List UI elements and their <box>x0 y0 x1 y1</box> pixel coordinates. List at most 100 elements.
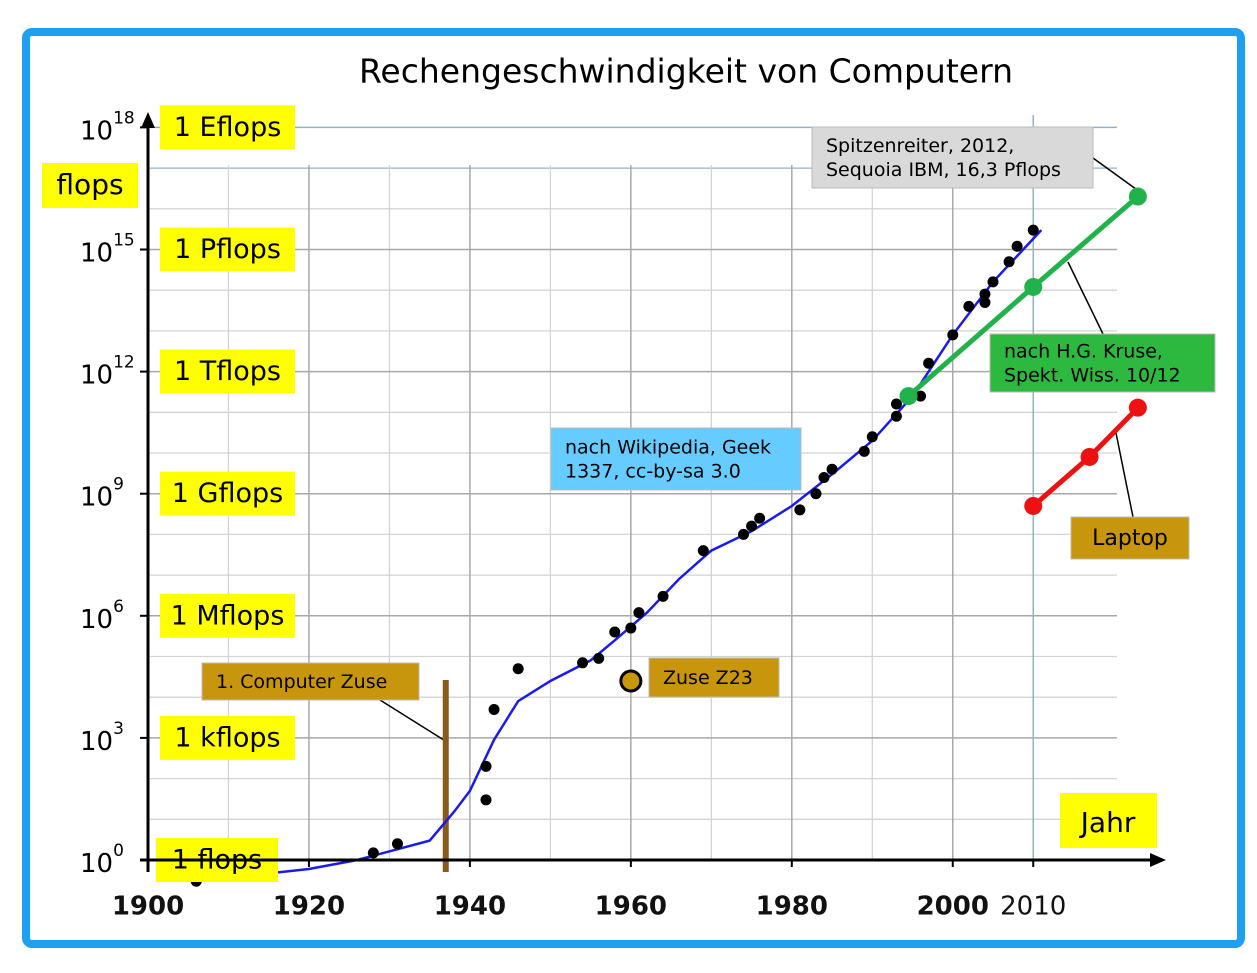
point <box>915 390 927 402</box>
y-tick-exponent: 18 <box>113 108 135 128</box>
y-tick-base: 10 <box>80 238 113 268</box>
point <box>1128 187 1147 206</box>
y-tick-base: 10 <box>80 482 113 512</box>
point <box>512 663 524 675</box>
point <box>979 288 991 300</box>
y-tick-label: 100 <box>80 841 124 879</box>
point <box>1027 224 1039 236</box>
point <box>619 669 643 693</box>
point <box>987 276 999 288</box>
point <box>1011 240 1023 252</box>
point <box>890 398 902 410</box>
unit-box <box>160 715 295 760</box>
x-tick-label: 1940 <box>434 892 506 922</box>
unit-box <box>160 105 295 150</box>
annotation-text: Zuse Z23 <box>663 667 753 689</box>
point <box>609 626 621 638</box>
y-axis-arrow <box>141 112 155 128</box>
unit-box <box>160 471 295 516</box>
annotation-box <box>648 657 780 698</box>
unit-label: 1 Gflops <box>172 478 283 509</box>
annotation-box <box>989 333 1216 393</box>
point <box>391 838 403 850</box>
point <box>858 445 870 457</box>
x-tick-label: 1960 <box>595 892 667 922</box>
x-axis-arrow <box>1150 853 1166 867</box>
point <box>625 622 637 634</box>
point <box>1080 447 1099 466</box>
y-tick-label: 1015 <box>80 231 135 269</box>
y-tick-label: 109 <box>80 475 124 513</box>
point <box>1024 277 1043 296</box>
point <box>593 652 605 664</box>
y-tick-label: 103 <box>80 719 124 757</box>
annotation-text: 1337, cc-by-sa 3.0 <box>565 461 741 483</box>
y-tick-exponent: 0 <box>113 841 124 861</box>
point <box>963 300 975 312</box>
unit-box <box>160 593 295 638</box>
leader-line <box>1092 157 1141 193</box>
unit-label: 1 Mflops <box>171 600 285 631</box>
point <box>947 329 959 341</box>
chart-title: Rechengeschwindigkeit von Computern <box>359 52 1013 91</box>
point <box>488 703 500 715</box>
x-axis-label: Jahr <box>1079 806 1136 839</box>
y-tick-base: 10 <box>80 360 113 390</box>
y-tick-exponent: 15 <box>113 231 135 251</box>
point <box>826 463 838 475</box>
x-label-box <box>1060 793 1157 848</box>
unit-label: 1 Eflops <box>174 112 282 143</box>
x-tick-label: 2000 <box>917 892 989 922</box>
annotation-text: Spitzenreiter, 2012, <box>826 135 1014 157</box>
y-tick-exponent: 3 <box>113 719 124 739</box>
unit-label: 1 kflops <box>174 722 280 753</box>
point <box>633 607 645 619</box>
annotation-box <box>550 427 802 491</box>
x-tick-label: 1900 <box>112 892 184 922</box>
unit-label: 1 Tflops <box>174 356 281 387</box>
y-tick-exponent: 6 <box>113 597 124 617</box>
y-tick-label: 1012 <box>80 353 135 391</box>
point <box>480 794 492 806</box>
unit-box <box>160 349 295 394</box>
x-tick-label: 1920 <box>273 892 345 922</box>
point <box>810 488 822 500</box>
point <box>1128 398 1147 417</box>
annotation-text: nach H.G. Kruse, <box>1004 341 1163 363</box>
y-tick-base: 10 <box>80 849 113 879</box>
point <box>979 296 991 308</box>
point <box>754 512 766 524</box>
point <box>697 545 709 557</box>
point <box>866 431 878 443</box>
leader-line <box>1114 427 1134 518</box>
point <box>1003 256 1015 268</box>
y-tick-exponent: 9 <box>113 475 124 495</box>
y-tick-base: 10 <box>80 726 113 756</box>
annotation-text: Laptop <box>1092 526 1168 551</box>
leader-line <box>379 699 448 743</box>
annotation-box <box>1070 516 1190 560</box>
point <box>746 520 758 532</box>
y-tick-base: 10 <box>80 116 113 146</box>
point <box>890 410 902 422</box>
y-tick-label: 1018 <box>80 108 135 146</box>
point <box>577 657 589 669</box>
point <box>899 387 918 406</box>
annotation-text: Sequoia IBM, 16,3 Pflops <box>826 159 1061 181</box>
point <box>1024 496 1043 515</box>
point <box>738 528 750 540</box>
x-tick-label: 1980 <box>756 892 828 922</box>
y-tick-base: 10 <box>80 604 113 634</box>
y-label-box <box>42 163 138 208</box>
annotation-box <box>201 662 420 701</box>
annotation-text: 1. Computer Zuse <box>216 671 387 693</box>
point <box>794 504 806 516</box>
y-tick-label: 106 <box>80 597 124 635</box>
point <box>818 472 830 484</box>
x-tick-label: 2010 <box>1000 892 1066 922</box>
point <box>480 760 492 772</box>
annotation-box <box>811 126 1094 189</box>
unit-label: 1 Pflops <box>174 234 281 265</box>
